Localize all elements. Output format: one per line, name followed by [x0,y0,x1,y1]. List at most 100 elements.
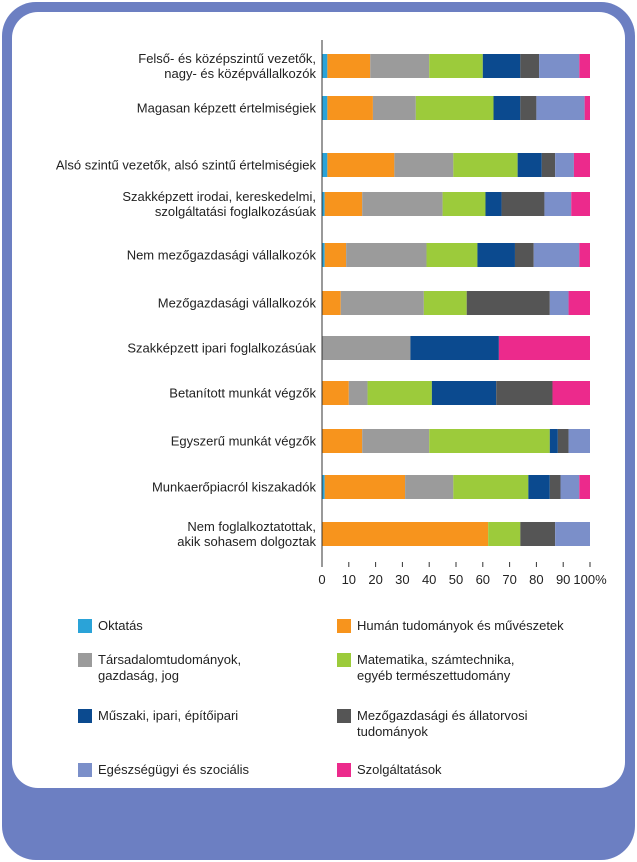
bar-segment [327,153,395,177]
bar-segment [498,336,590,360]
bar-segment [520,522,556,546]
bar-segment [431,381,497,405]
bar-segment [324,192,363,216]
x-tick-label: 100% [573,572,607,587]
bar-segment [533,243,580,267]
bar-segment [410,336,499,360]
bar-segment [549,429,558,453]
bar-segment [539,54,580,78]
bar-segment [501,192,545,216]
bar-segment [327,96,373,120]
x-tick-label: 70 [502,572,517,587]
x-tick-label: 20 [368,572,383,587]
x-tick-label: 0 [318,572,326,587]
x-tick-label: 40 [421,572,437,587]
x-tick-label: 10 [341,572,357,587]
legend-label: Oktatás [98,618,143,633]
legend-item: Egészségügyi és szociális [78,762,249,778]
bar-segment [482,54,521,78]
bar-segment [488,522,521,546]
category-label: Alsó szintű vezetők, alsó szintű értelmi… [55,157,316,173]
bar-segment [415,96,494,120]
bar-segment [372,96,416,120]
bar-segment [496,381,553,405]
bar-segment [541,153,556,177]
x-tick-label: 30 [395,572,410,587]
category-label: Mezőgazdasági vállalkozók [157,295,316,311]
bar-segment [557,429,569,453]
x-tick-label: 90 [555,572,571,587]
bar-segment [423,291,467,315]
bar-segment [573,153,590,177]
legend-swatch [337,653,351,667]
bar-segment [579,475,590,499]
bar-segment [327,54,371,78]
category-label: Munkaerőpiacról kiszakadók [151,479,316,495]
bar-segment [579,243,590,267]
bar-segment [429,429,550,453]
bar-segment [579,54,590,78]
legend-item: Humán tudományok és művészetek [337,618,564,634]
bar-segment [568,291,590,315]
bar-segment [520,96,537,120]
bar-segment [520,54,540,78]
bar-segment [466,291,550,315]
bar-segment [322,381,349,405]
legend-item: Társadalomtudományok, gazdaság, jog [78,652,241,684]
category-label: Szakképzett ipari foglalkozásúak [127,340,316,356]
bar-segment [493,96,521,120]
category-label: Magasan képzett értelmiségiek [136,100,316,116]
bar-segment [322,429,363,453]
legend-item: Matematika, számtechnika, egyéb természe… [337,652,515,684]
bar-segment [394,153,454,177]
legend-label: Humán tudományok és művészetek [357,618,564,633]
bar-segment [322,192,325,216]
legend-item: Műszaki, ipari, építőipari [78,708,238,724]
bar-segment [426,243,478,267]
bar-segment [477,243,515,267]
legend-label: Szolgáltatások [357,762,442,777]
bar-segment [322,522,489,546]
x-tick-label: 60 [475,572,491,587]
legend-item: Mezőgazdasági és állatorvosi tudományok [337,708,528,740]
legend-label: Mezőgazdasági és állatorvosi tudományok [357,708,528,739]
bar-segment [549,475,561,499]
bar-segment [536,96,585,120]
legend-swatch [337,619,351,633]
bar-segment [405,475,454,499]
bar-segment [485,192,502,216]
bar-segment [322,153,328,177]
bar-segment [429,54,483,78]
legend-label: Társadalomtudományok, gazdaság, jog [98,652,242,683]
bar-segment [584,96,590,120]
legend-swatch [78,763,92,777]
legend-item: Szolgáltatások [337,762,442,778]
legend-label: Matematika, számtechnika, egyéb természe… [357,652,515,683]
bar-segment [324,475,406,499]
x-tick-label: 50 [448,572,464,587]
category-label: Szakképzett irodai, kereskedelmi, szolgá… [122,189,316,219]
legend-label: Egészségügyi és szociális [98,762,250,777]
bar-segment [453,475,529,499]
category-label: Nem foglalkoztatottak, akik sohasem dolg… [177,519,316,549]
legend-label: Műszaki, ipari, építőipari [98,708,239,723]
bar-segment [322,243,325,267]
category-label: Nem mezőgazdasági vállalkozók [126,247,316,263]
bar-segment [568,429,590,453]
bar-segment [560,475,580,499]
bar-segment [514,243,534,267]
bar-segment [370,54,430,78]
bar-segment [555,522,590,546]
bar-segment [322,96,328,120]
bar-segment [571,192,590,216]
bar-segment [362,192,443,216]
bar-segment [544,192,572,216]
legend-swatch [337,709,351,723]
bar-segment [367,381,432,405]
legend-swatch [78,653,92,667]
bar-segment [346,243,427,267]
bar-segment [453,153,518,177]
bar-segment [322,54,328,78]
